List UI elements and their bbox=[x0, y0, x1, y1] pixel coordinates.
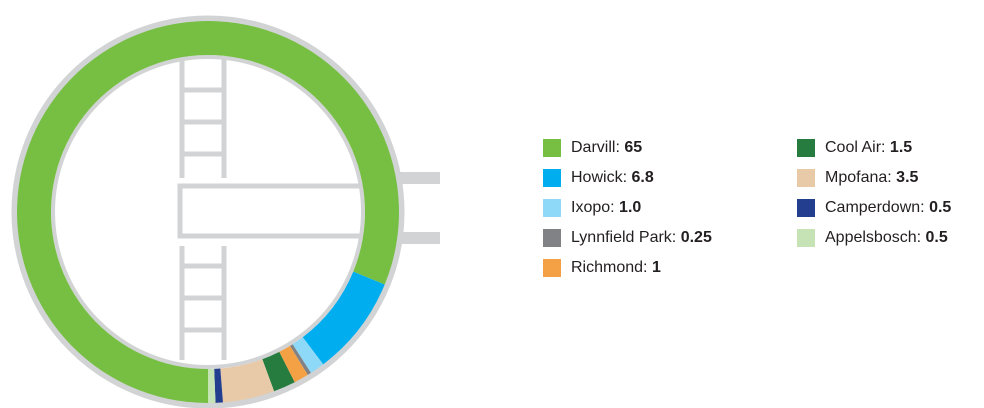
legend-label: Lynnfield Park: 0.25 bbox=[571, 229, 712, 246]
legend-label: Ixopo: 1.0 bbox=[571, 199, 641, 216]
legend-label: Cool Air: 1.5 bbox=[825, 139, 912, 156]
donut-segment bbox=[208, 368, 216, 403]
legend-swatch bbox=[797, 169, 815, 187]
donut-segment bbox=[214, 368, 223, 403]
legend: Darvill: 65 Howick: 6.8 Ixopo: 1.0 Lynnfiel… bbox=[543, 139, 951, 277]
legend-swatch bbox=[797, 199, 815, 217]
legend-name: Camperdown: bbox=[825, 199, 925, 216]
donut-segment bbox=[292, 337, 324, 373]
legend-swatch bbox=[543, 139, 561, 157]
legend-swatch bbox=[543, 259, 561, 277]
legend-label: Howick: 6.8 bbox=[571, 169, 654, 186]
legend-value: 1 bbox=[652, 259, 661, 276]
legend-name: Darvill: bbox=[571, 139, 620, 156]
donut-segment bbox=[220, 359, 275, 403]
legend-name: Mpofana: bbox=[825, 169, 892, 186]
donut-segment bbox=[262, 351, 295, 392]
legend-name: Cool Air: bbox=[825, 139, 885, 156]
donut-segment bbox=[302, 271, 385, 365]
legend-name: Ixopo: bbox=[571, 199, 615, 216]
legend-label: Richmond: 1 bbox=[571, 259, 661, 276]
legend-name: Richmond: bbox=[571, 259, 647, 276]
legend-swatch bbox=[543, 169, 561, 187]
legend-label: Mpofana: 3.5 bbox=[825, 169, 919, 186]
legend-label: Camperdown: 0.5 bbox=[825, 199, 951, 216]
legend-label: Appelsbosch: 0.5 bbox=[825, 229, 948, 246]
legend-name: Howick: bbox=[571, 169, 627, 186]
legend-value: 3.5 bbox=[896, 169, 918, 186]
legend-name: Appelsbosch: bbox=[825, 229, 921, 246]
legend-value: 0.5 bbox=[926, 229, 948, 246]
legend-swatch bbox=[543, 229, 561, 247]
donut bbox=[16, 20, 399, 403]
donut-segment bbox=[289, 344, 311, 375]
legend-value: 0.25 bbox=[681, 229, 712, 246]
legend-name: Lynnfield Park: bbox=[571, 229, 676, 246]
legend-swatch bbox=[797, 139, 815, 157]
donut-segment bbox=[279, 345, 308, 383]
legend-value: 1.5 bbox=[890, 139, 912, 156]
legend-label: Darvill: 65 bbox=[571, 139, 642, 156]
legend-value: 65 bbox=[624, 139, 642, 156]
legend-swatch bbox=[543, 199, 561, 217]
legend-value: 0.5 bbox=[929, 199, 951, 216]
legend-swatch bbox=[797, 229, 815, 247]
legend-value: 6.8 bbox=[631, 169, 653, 186]
legend-value: 1.0 bbox=[619, 199, 641, 216]
